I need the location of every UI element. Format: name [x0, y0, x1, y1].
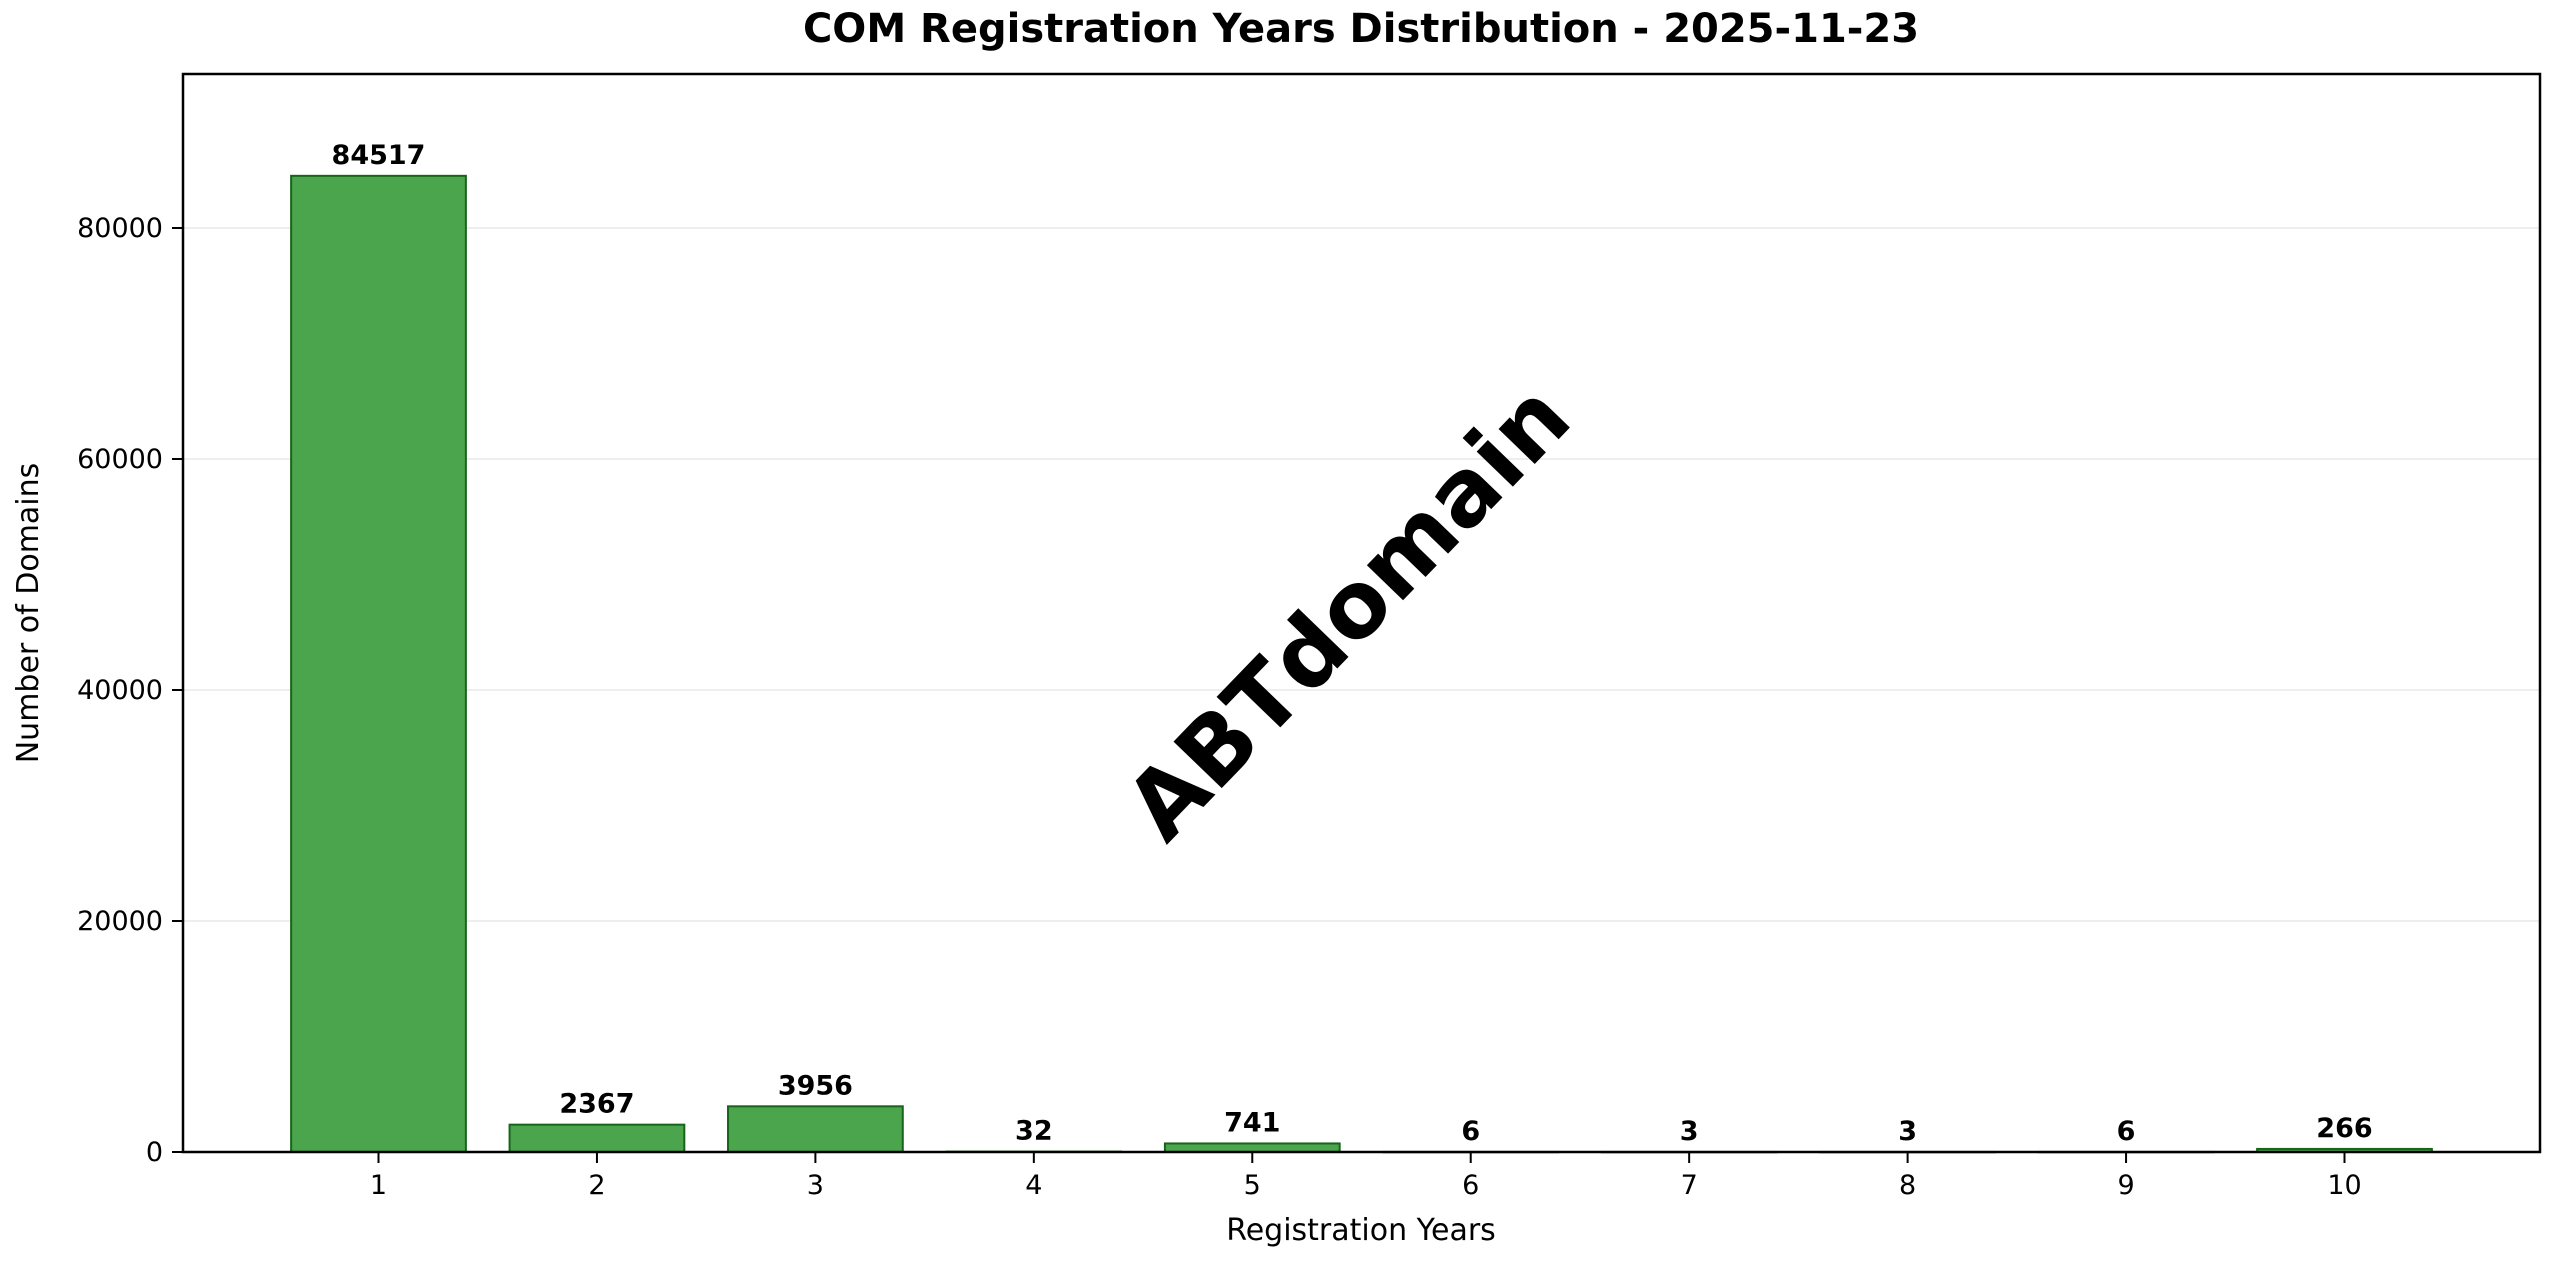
x-tick-label: 3 [807, 1170, 824, 1201]
x-tick-label: 6 [1462, 1170, 1479, 1201]
bar-value-label: 32 [1015, 1116, 1053, 1147]
y-axis-ticks: 0 20000 40000 60000 80000 [77, 213, 183, 1168]
x-tick-label: 1 [370, 1170, 387, 1201]
x-tick-label: 4 [1025, 1170, 1042, 1201]
bar [290, 174, 467, 1154]
watermark: ABTdomain [1105, 363, 1591, 860]
y-tick-label: 0 [146, 1137, 163, 1168]
x-tick-label: 7 [1681, 1170, 1698, 1201]
bar [508, 1123, 686, 1153]
x-tick-label: 8 [1899, 1170, 1916, 1201]
x-tick-label: 9 [2117, 1170, 2134, 1201]
bar-value-labels: 84517 2367 3956 32 741 6 3 3 6 266 [332, 140, 2373, 1147]
gridlines [183, 227, 2540, 922]
plot-frame [181, 72, 2542, 1154]
bar [727, 1105, 904, 1153]
bar-value-label: 3 [1898, 1116, 1917, 1147]
x-tick-label: 2 [588, 1170, 605, 1201]
y-axis-label: Number of Domains [11, 463, 46, 764]
y-tick-label: 80000 [77, 213, 163, 244]
bar [1163, 1142, 1341, 1153]
bar-value-label: 266 [2316, 1113, 2372, 1144]
y-tick-label: 40000 [77, 675, 163, 706]
bar-value-label: 741 [1224, 1107, 1280, 1138]
bar-value-label: 6 [2117, 1116, 2136, 1147]
y-tick-label: 20000 [77, 906, 163, 937]
bar-value-label: 3956 [778, 1070, 853, 1101]
bar-value-label: 6 [1461, 1116, 1480, 1147]
x-tick-label: 5 [1244, 1170, 1261, 1201]
x-axis-label: Registration Years [1226, 1213, 1496, 1248]
bar-value-label: 2367 [559, 1089, 634, 1120]
x-tick-label: 10 [2327, 1170, 2361, 1201]
chart-title: COM Registration Years Distribution - 20… [803, 6, 1919, 52]
x-axis-ticks: 1 2 3 4 5 6 7 8 9 10 [370, 1152, 2362, 1201]
y-tick-label: 60000 [77, 444, 163, 475]
bar-value-label: 3 [1680, 1116, 1699, 1147]
bar-value-label: 84517 [332, 140, 426, 171]
